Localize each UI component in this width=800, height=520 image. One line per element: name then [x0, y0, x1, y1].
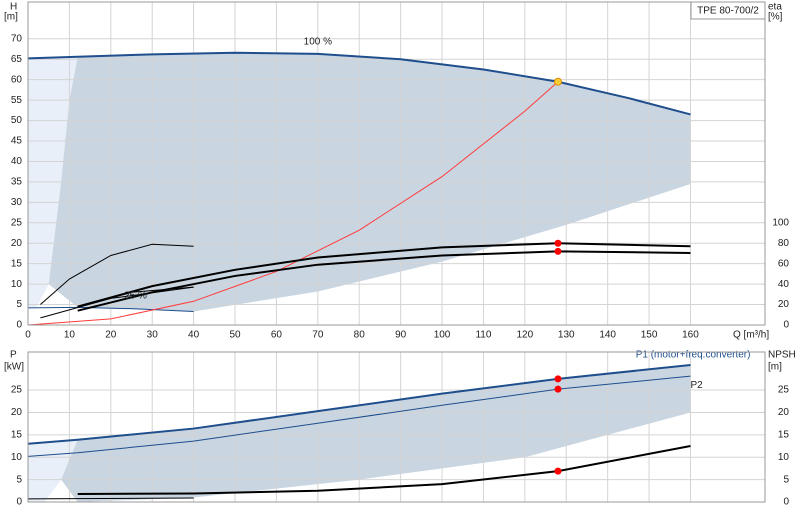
x-tick-label: 50: [229, 330, 241, 341]
y-tick-label: 5: [16, 474, 22, 485]
y-tick-label: 20: [11, 238, 23, 249]
y2-tick-label: 0: [783, 320, 789, 331]
y-tick-label: 5: [16, 299, 22, 310]
x-tick-label: 0: [25, 330, 31, 341]
x-tick-label: 80: [354, 330, 366, 341]
duty-point: [554, 247, 562, 255]
y2-axis-unit: [m]: [768, 362, 782, 373]
plot-frame: [27, 351, 766, 503]
x-tick-label: 110: [475, 330, 491, 341]
plot: [28, 352, 765, 502]
y-tick-label: 25: [11, 217, 23, 228]
y-tick-label: 15: [11, 429, 23, 440]
plot: [28, 2, 765, 325]
curve: [28, 497, 194, 500]
y2-tick-label: 20: [778, 407, 790, 418]
title-box: [690, 1, 766, 20]
y-tick-label: 20: [11, 407, 23, 418]
y2-tick-label: 10: [778, 452, 790, 463]
curve: [28, 51, 691, 116]
curve: [40, 286, 194, 319]
duty-point: [554, 239, 562, 247]
duty-point: [553, 77, 562, 86]
x-tick-label: 140: [599, 330, 616, 341]
plot-frame: [27, 1, 766, 326]
duty-point: [554, 385, 562, 393]
x-tick-label: 100: [434, 330, 451, 341]
y-tick-label: 50: [11, 115, 23, 126]
x-tick-label: 130: [558, 330, 575, 341]
chart-title: TPE 80-700/2: [697, 6, 759, 17]
y-tick-label: 40: [11, 156, 23, 167]
x-tick-label: 10: [64, 330, 76, 341]
y-tick-label: 15: [11, 258, 23, 269]
x-tick-label: 70: [312, 330, 324, 341]
y2-tick-label: 100: [772, 217, 789, 228]
y2-axis-label: eta: [768, 2, 782, 13]
curve: [77, 445, 691, 495]
x-tick-label: 40: [188, 330, 200, 341]
y-axis-label: P: [10, 350, 17, 361]
x-tick-label: 120: [517, 330, 534, 341]
x-tick-label: 90: [395, 330, 407, 341]
x-tick-label: 60: [271, 330, 283, 341]
y-tick-label: 10: [11, 452, 23, 463]
y-tick-label: 35: [11, 177, 23, 188]
x-tick-label: 20: [105, 330, 117, 341]
y2-tick-label: 80: [778, 238, 790, 249]
curve: [77, 286, 194, 308]
y-tick-label: 70: [11, 33, 23, 44]
series-label: P2: [690, 380, 703, 391]
series-label: P1 (motor+freq.converter): [636, 350, 751, 361]
y-tick-label: 30: [11, 197, 23, 208]
y-tick-label: 55: [11, 95, 23, 106]
y2-tick-label: 25: [778, 385, 790, 396]
x-tick-label: 150: [641, 330, 658, 341]
y2-tick-label: 60: [778, 258, 790, 269]
y2-tick-label: 0: [783, 497, 789, 508]
series-label: 25 %: [124, 290, 147, 301]
curve: [28, 306, 194, 313]
y-tick-label: 0: [16, 497, 22, 508]
y-tick-label: 65: [11, 54, 23, 65]
y-tick-label: 60: [11, 74, 23, 85]
duty-point: [554, 375, 562, 383]
y2-tick-label: 15: [778, 429, 790, 440]
y2-tick-label: 5: [783, 474, 789, 485]
x-axis-label: Q [m³/h]: [733, 330, 769, 341]
operating-area: [61, 364, 691, 502]
y2-axis-label: NPSH: [768, 350, 796, 361]
y-tick-label: 10: [11, 279, 23, 290]
x-tick-label: 30: [147, 330, 159, 341]
y-axis-unit: [m]: [4, 12, 18, 23]
series-label: 100 %: [304, 37, 332, 48]
y2-tick-label: 20: [778, 299, 790, 310]
curve: [40, 243, 194, 305]
x-tick-label: 160: [682, 330, 699, 341]
y2-tick-label: 40: [778, 279, 790, 290]
curve: [28, 81, 559, 325]
y2-axis-unit: [%]: [768, 12, 783, 23]
duty-point: [554, 467, 562, 475]
y-tick-label: 0: [16, 320, 22, 331]
y-tick-label: 25: [11, 385, 23, 396]
y-axis-label: H: [10, 2, 17, 13]
y-tick-label: 45: [11, 136, 23, 147]
y-axis-unit: [kW]: [4, 362, 24, 373]
